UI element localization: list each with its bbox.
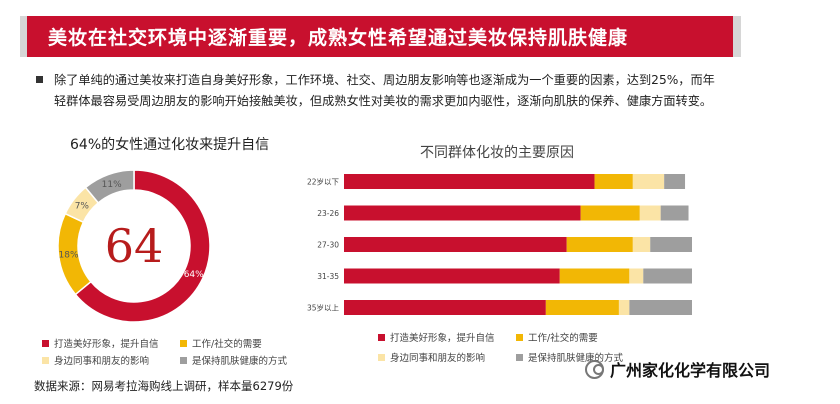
- bar-segment-1-2: [594, 174, 633, 189]
- wechat-icon: [585, 359, 604, 379]
- donut-slice-label-3: 7%: [75, 202, 90, 212]
- bar-chart-title: 不同群体化妆的主要原因: [420, 145, 574, 161]
- donut-chart-title: 64%的女性通过化妆来提升自信: [70, 137, 270, 153]
- data-source-note: 数据来源：网易考拉海购线上调研，样本量6279份: [34, 379, 294, 393]
- bar-segment-2-1: [344, 205, 581, 221]
- legend-swatch: [42, 339, 49, 347]
- bar-category-label-5: 35岁以上: [307, 303, 340, 313]
- legend-swatch: [516, 353, 523, 361]
- donut-slice-1: [74, 169, 211, 323]
- bar-segment-4-3: [629, 268, 644, 284]
- donut-center-label: 64: [105, 219, 164, 273]
- bar-segment-2-4: [660, 205, 689, 221]
- legend-label: 是保持肌肤健康的方式: [528, 353, 624, 364]
- bar-segment-4-2: [559, 268, 630, 284]
- donut-slice-label-1: 64%: [184, 270, 204, 280]
- donut-legend: 打造美好形象，提升自信 工作/社交的需要身边同事和朋友的影响 是保持肌肤健康的方式: [42, 336, 312, 370]
- bar-segment-5-2: [545, 300, 619, 315]
- bar-legend: 打造美好形象，提升自信 工作/社交的需要身边同事和朋友的影响 是保持肌肤健康的方式: [378, 330, 658, 364]
- legend-label: 打造美好形象，提升自信: [390, 333, 495, 344]
- bar-category-label-4: 31-35: [317, 272, 339, 281]
- legend-swatch: [180, 339, 187, 347]
- legend-label: 工作/社交的需要: [528, 333, 598, 344]
- page-title: 美妆在社交环境中逐渐重要，成熟女性希望通过美妆保持肌肤健康: [48, 27, 629, 49]
- intro-paragraph: 除了单纯的通过美妆来打造自身美好形象，工作环境、社交、周边朋友影响等也逐渐成为一…: [36, 70, 736, 112]
- bar-segment-1-4: [664, 174, 686, 189]
- legend-label: 身边同事和朋友的影响: [390, 353, 486, 364]
- bar-segment-3-2: [566, 237, 633, 252]
- bar-legend-item-1: 打造美好形象，提升自信: [378, 330, 495, 344]
- donut-legend-item-2: 工作/社交的需要: [180, 336, 262, 350]
- legend-swatch: [180, 356, 187, 364]
- bar-category-label-1: 22岁以下: [307, 177, 340, 187]
- donut-legend-item-4: 是保持肌肤健康的方式: [180, 353, 287, 367]
- legend-swatch: [516, 333, 523, 341]
- title-banner: 美妆在社交环境中逐渐重要，成熟女性希望通过美妆保持肌肤健康: [20, 16, 733, 57]
- company-name: 广州家化化学有限公司: [610, 361, 771, 380]
- donut-chart: 64% 18% 7% 11% 64: [57, 169, 211, 323]
- legend-label: 身边同事和朋友的影响: [54, 356, 150, 367]
- bar-category-label-3: 27-30: [317, 241, 339, 250]
- bar-segment-2-2: [580, 205, 640, 221]
- bar-segment-5-1: [344, 300, 546, 315]
- donut-slice-4: [84, 169, 135, 204]
- legend-swatch: [378, 353, 385, 361]
- bar-segment-3-1: [344, 237, 567, 252]
- banner-tail: [733, 16, 741, 57]
- bullet-icon: [36, 76, 43, 83]
- legend-swatch: [42, 356, 49, 364]
- bar-segment-5-4: [629, 300, 692, 315]
- donut-legend-item-1: 打造美好形象，提升自信: [42, 336, 159, 350]
- bar-segment-2-3: [639, 205, 661, 221]
- legend-label: 是保持肌肤健康的方式: [192, 356, 288, 367]
- bar-legend-item-3: 身边同事和朋友的影响: [378, 350, 485, 364]
- intro-line-2: 轻群体最容易受周边朋友的影响开始接触美妆，但成熟女性对美妆的需求更加内驱性，逐渐…: [54, 94, 713, 108]
- bar-segment-1-3: [632, 174, 665, 189]
- bar-segment-3-4: [650, 237, 692, 252]
- legend-label: 工作/社交的需要: [192, 339, 262, 350]
- company-watermark: 广州家化化学有限公司: [585, 357, 770, 381]
- donut-legend-item-3: 身边同事和朋友的影响: [42, 353, 149, 367]
- bar-segment-5-3: [618, 300, 630, 315]
- bar-legend-item-4: 是保持肌肤健康的方式: [516, 350, 623, 364]
- bar-legend-item-2: 工作/社交的需要: [516, 330, 598, 344]
- bar-segment-4-4: [643, 268, 692, 284]
- donut-slice-label-2: 18%: [59, 250, 79, 260]
- legend-swatch: [378, 333, 385, 341]
- intro-line-1: 除了单纯的通过美妆来打造自身美好形象，工作环境、社交、周边朋友影响等也逐渐成为一…: [54, 73, 715, 87]
- bar-segment-3-3: [632, 237, 651, 252]
- bar-category-label-2: 23-26: [317, 209, 339, 218]
- donut-slice-label-4: 11%: [102, 180, 122, 190]
- bar-segment-1-1: [344, 174, 595, 189]
- stacked-bar-chart: 22岁以下 23-26 27-30 31-35 35岁以上: [307, 174, 692, 315]
- legend-label: 打造美好形象，提升自信: [54, 339, 159, 350]
- bar-segment-4-1: [344, 268, 560, 284]
- banner-shade: [20, 16, 27, 57]
